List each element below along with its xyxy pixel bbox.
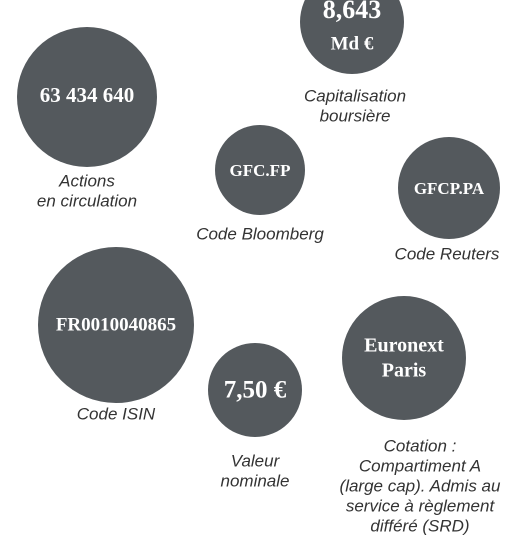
label: Capitalisation — [304, 86, 406, 105]
label: (large cap). Admis au — [340, 476, 501, 495]
circle — [17, 27, 157, 167]
label: boursière — [320, 106, 391, 125]
label: Actions — [58, 171, 115, 190]
value: GFC.FP — [230, 161, 291, 180]
label: Cotation : — [384, 436, 457, 455]
circle — [38, 247, 194, 403]
label: Code Bloomberg — [196, 224, 324, 243]
label: nominale — [221, 471, 290, 490]
label: différé (SRD) — [370, 516, 469, 535]
value: Paris — [382, 360, 427, 382]
label: Code Reuters — [395, 244, 500, 263]
value: 8,643 — [323, 0, 382, 24]
label: Code ISIN — [77, 404, 156, 423]
label: Valeur — [231, 451, 281, 470]
value: Euronext — [364, 335, 444, 357]
value: GFCP.PA — [414, 179, 485, 198]
circle — [398, 137, 500, 239]
label: en circulation — [37, 191, 137, 210]
value: 63 434 640 — [40, 83, 135, 107]
label: service à règlement — [346, 496, 496, 515]
circle — [215, 125, 305, 215]
label: Compartiment A — [359, 456, 481, 475]
circle — [342, 296, 466, 420]
value: FR0010040865 — [56, 314, 176, 335]
value: 7,50 € — [224, 377, 287, 404]
circle — [208, 343, 302, 437]
value: Md € — [331, 33, 374, 54]
circle — [300, 0, 404, 74]
